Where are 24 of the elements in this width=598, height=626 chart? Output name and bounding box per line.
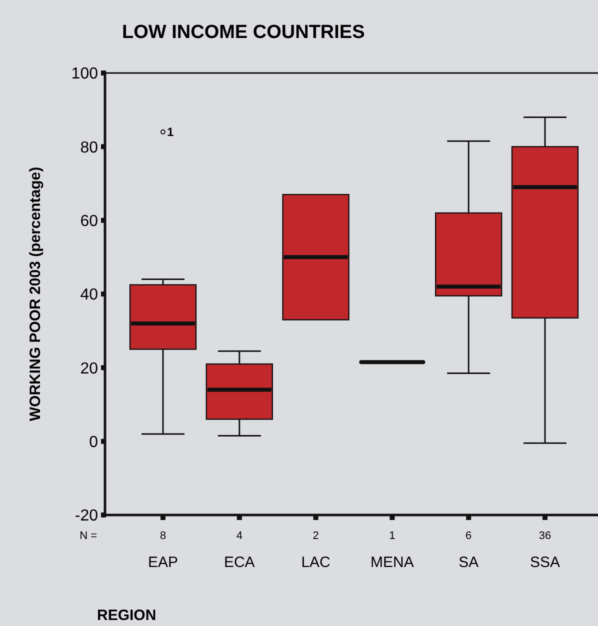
text: 36 [538,530,552,542]
x-tick-label: SSA [530,554,560,571]
y-axis-title: WORKING POOR 2003 (percentage) [27,166,44,422]
text: 8 [160,530,166,542]
y-tick-label: 40 [80,286,98,304]
x-tick-label: EAP [148,554,178,571]
x-tick-label: MENA [370,554,414,571]
text: 4 [236,530,242,542]
y-tick-label: 20 [80,360,98,378]
text: N = [80,530,97,542]
text: 1 [389,530,396,542]
annotation: 1 [167,125,174,140]
chart-title: LOW INCOME COUNTRIES [122,22,365,43]
x-tick-label: ECA [224,554,255,571]
x-axis-title: REGION [97,607,156,624]
y-tick-label: 80 [80,139,98,156]
text: 2 [312,530,319,542]
y-tick-label: -20 [74,508,98,525]
y-tick-label: 0 [89,434,98,451]
y-tick-label: 60 [80,212,98,230]
x-tick-label: LAC [301,554,331,571]
x-tick-label: SA [458,554,479,571]
text: 6 [466,530,472,542]
y-tick-label: 100 [71,66,98,83]
